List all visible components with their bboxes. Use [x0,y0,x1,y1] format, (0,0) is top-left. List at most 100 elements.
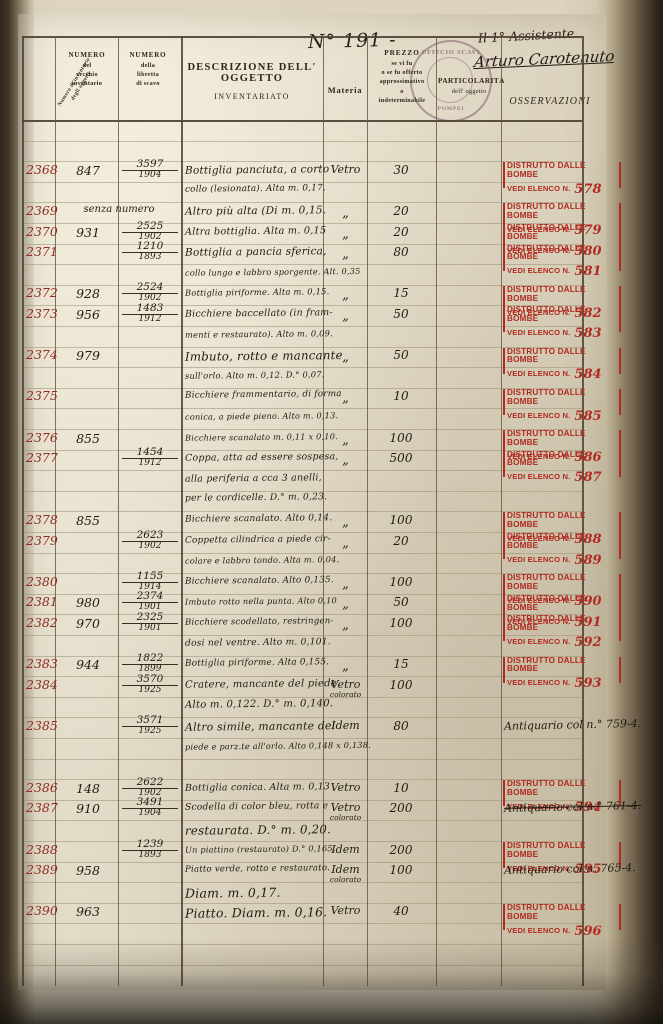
stamp-line-2: VEDI ELENCO N. 582 [507,305,602,321]
stamp-list-number: 580 [574,243,602,259]
cell-inventory-number: 2376 [26,429,58,445]
destroyed-by-bombs-stamp: DISTRUTTO DALLE BOMBE VEDI ELENCO N. 579 [503,202,621,238]
rule-line [22,511,582,513]
cell-description: colare e labbro tondo. Alta m. 0,04. [184,554,340,566]
destroyed-by-bombs-stamp: DISTRUTTO DALLE BOMBE VEDI ELENCO N. 595 [503,841,621,876]
rule-line [22,758,582,760]
booklet-number: 1155 [122,570,178,583]
cell-old-inventory: 855 [76,430,100,446]
cell-material: Vetro colorato [325,678,366,699]
cell-description: Bicchiere frammentario, di forma [184,389,342,402]
round-stamp-top-text: UFFICIO SCAVI [421,49,481,56]
booklet-year: 1912 [138,313,162,324]
rule-line [22,882,582,884]
cell-observation-note: Antiquario col n.° 761-4. [503,799,642,816]
rule-line [22,181,582,183]
cell-material: „ [342,597,349,613]
column-header-material: Materia [327,85,363,95]
stamp-list-number: 585 [574,408,602,424]
booklet-number: 3597 [122,158,178,171]
cell-excavation-booklet: 3597 1904 [122,158,178,181]
column-divider [55,36,56,986]
stamp-line-2: VEDI ELENCO N. 585 [507,408,602,424]
stamp-line-1: DISTRUTTO DALLE BOMBE [507,532,586,550]
cell-material: „ [342,205,349,221]
rule-line [22,140,582,142]
cell-description: Altro simile, mancante del [184,719,336,734]
destroyed-by-bombs-stamp: DISTRUTTO DALLE BOMBE VEDI ELENCO N. 587 [503,449,621,485]
cell-material: „ [342,226,349,242]
column-divider [323,36,324,986]
cell-description: Bottiglia conica. Alta m. 0,13 [184,780,331,794]
cell-description: Bottiglia a pancia sferica, [184,245,327,259]
cell-description: restaurata. D.° m. 0,20. [184,822,332,838]
cell-description: Altro più alta (Di m. 0,15. [184,204,327,218]
cell-description: Bicchiere scanalato. Alto 0,135. [184,574,334,587]
booklet-year: 1902 [138,540,162,551]
booklet-year: 1901 [138,622,162,633]
booklet-number: 1239 [122,838,178,851]
cell-inventory-number: 2383 [26,656,58,672]
rule-line [22,202,582,204]
cell-excavation-booklet: 2622 1902 [122,776,178,799]
cell-description: Un piattino (restaurato) D.° 0,165. [184,842,336,855]
cell-observation-note: Antiquario col n. 765-4. [503,861,636,877]
rule-line [22,902,582,904]
stamp-list-number: 592 [574,635,602,651]
stamp-line-1: DISTRUTTO DALLE BOMBE [507,243,586,262]
cell-price: 15 [393,286,409,301]
cell-price: 80 [393,245,409,260]
column-divider [501,36,502,986]
material-qualifier: colorato [329,813,362,823]
booklet-year: 1904 [138,169,162,180]
cell-old-inventory: senza numero [83,203,155,215]
stamp-line-2: VEDI ELENCO N. 593 [507,676,602,692]
stamp-line-2: VEDI ELENCO N. 595 [507,861,602,877]
stamp-line-2: VEDI ELENCO N. 584 [507,367,602,383]
stamp-line-1: DISTRUTTO DALLE BOMBE [507,223,586,241]
destroyed-by-bombs-stamp: DISTRUTTO DALLE BOMBE VEDI ELENCO N. 583 [503,306,621,341]
cell-description: Imbuto rotto nella punta. Alto 0,10 [184,595,337,608]
cell-material: „ [342,659,349,675]
booklet-year: 1902 [138,231,162,242]
rule-line [22,532,582,533]
cell-excavation-booklet: 1239 1893 [122,838,178,861]
cell-price: 200 [389,842,413,857]
cell-description: Coppa, atta ad essere sospesa, [184,451,339,464]
cell-inventory-number: 2371 [26,244,58,260]
cell-description: Coppetta cilindrica a piede cir- [184,533,331,546]
stamp-line-1: DISTRUTTO DALLE BOMBE [507,284,586,303]
cell-price: 100 [389,677,413,692]
stamp-line-2: VEDI ELENCO N. 586 [507,449,602,465]
paper-sheet [18,14,606,990]
cell-material: „ [342,514,349,530]
rule-line [22,552,582,554]
cell-price: 50 [393,348,409,363]
cell-description: Bottiglia panciuta, a corto [184,162,330,177]
stamp-list-number: 591 [574,614,602,630]
cell-description: Bottiglia piriforme. Alta m. 0,15. [184,286,330,299]
rule-line [22,470,582,472]
booklet-year: 1901 [138,602,162,613]
cell-excavation-booklet: 1454 1912 [122,447,178,469]
cell-inventory-number: 2386 [26,779,58,795]
cell-price: 80 [393,718,409,733]
rule-line [22,779,582,781]
stamp-line-1: DISTRUTTO DALLE BOMBE [507,387,586,406]
cell-old-inventory: 956 [76,306,100,322]
stamp-line-1: DISTRUTTO DALLE BOMBE [507,593,586,612]
stamp-list-number: 595 [574,861,602,877]
cell-excavation-booklet: 1483 1912 [122,302,178,325]
cell-description: Scodella di color bleu, rotta e [184,801,329,814]
stamp-line-1: DISTRUTTO DALLE BOMBE [507,449,586,468]
stamp-line-1: DISTRUTTO DALLE BOMBE [507,841,586,859]
stamp-list-number: 586 [574,449,602,465]
cell-material: „ [342,432,349,448]
stamp-line-1: DISTRUTTO DALLE BOMBE [507,202,586,221]
booklet-number: 2524 [122,282,178,295]
destroyed-by-bombs-stamp: DISTRUTTO DALLE BOMBE VEDI ELENCO N. 586 [503,429,621,464]
cell-inventory-number: 2380 [26,573,58,589]
cell-description: conica, a piede pieno. Alto m. 0,13. [184,410,339,422]
rule-line [22,676,582,678]
